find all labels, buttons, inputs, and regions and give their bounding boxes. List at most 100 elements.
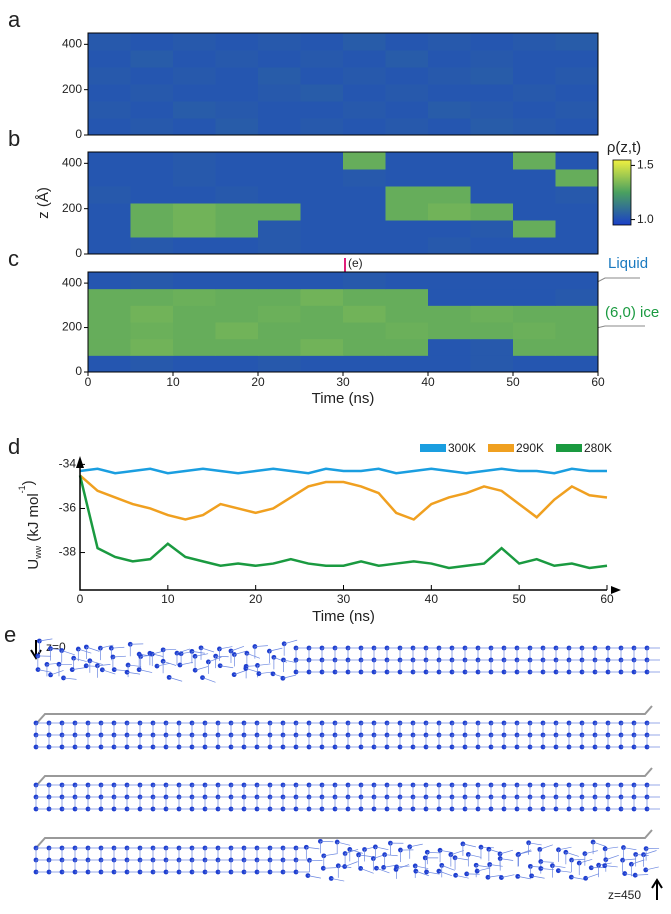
h-bond: [586, 874, 599, 878]
heat-cell: [216, 237, 259, 255]
heat-cell: [301, 152, 344, 170]
water-oxygen: [200, 675, 205, 680]
heat-cell: [88, 50, 131, 68]
heat-cell: [513, 305, 556, 322]
heat-cell: [88, 237, 131, 255]
heat-cell: [301, 289, 344, 306]
h-bond: [139, 670, 152, 673]
heat-cell: [173, 355, 216, 372]
heat-cell: [513, 322, 556, 339]
heat-cell: [556, 339, 599, 356]
water-oxygen: [643, 868, 648, 873]
y-axis-label: Uww (kJ mol-1): [17, 480, 43, 569]
heat-cell: [513, 67, 556, 85]
heat-cell: [428, 152, 471, 170]
heat-cell: [428, 339, 471, 356]
y-tick-label: 400: [62, 156, 82, 170]
y-axis-label-part: U: [25, 559, 42, 570]
heat-cell: [88, 220, 131, 238]
heat-cell: [258, 237, 301, 255]
heat-cell: [258, 203, 301, 221]
x-tick-label: 60: [600, 592, 614, 606]
heat-cell: [216, 84, 259, 102]
x-tick-label: 10: [161, 592, 175, 606]
heat-cell: [216, 220, 259, 238]
h-bond: [442, 865, 455, 870]
colorbar-tick-label: 1.0: [637, 212, 654, 226]
y-tick-label: -38: [59, 545, 77, 559]
heat-cell: [131, 272, 174, 289]
heat-cell: [131, 220, 174, 238]
h-bond: [631, 860, 644, 864]
heat-cell: [131, 203, 174, 221]
heat-cell: [471, 50, 514, 68]
x-tick-label: 50: [512, 592, 526, 606]
heat-cell: [386, 272, 429, 289]
y-tick-label: 200: [62, 82, 82, 96]
h-bond: [345, 862, 358, 867]
heat-cell: [258, 355, 301, 372]
h-bond: [283, 675, 296, 678]
heat-cell: [301, 272, 344, 289]
heat-cell: [343, 237, 386, 255]
heat-cell: [88, 33, 131, 51]
heat-cell: [513, 272, 556, 289]
heat-cell: [343, 305, 386, 322]
heat-cell: [258, 186, 301, 204]
series-line: [80, 475, 607, 568]
y-tick-label: 200: [62, 201, 82, 215]
heat-cell: [216, 67, 259, 85]
heat-cell: [301, 355, 344, 372]
heat-cell: [428, 186, 471, 204]
h-bond: [585, 851, 598, 854]
heat-cell: [88, 101, 131, 119]
heat-cell: [343, 355, 386, 372]
heat-cell: [131, 33, 174, 51]
heat-cell: [301, 237, 344, 255]
heat-cell: [216, 305, 259, 322]
heat-cell: [88, 152, 131, 170]
heat-cell: [216, 101, 259, 119]
h-bond: [247, 653, 260, 658]
heat-cell: [343, 272, 386, 289]
heat-cell: [556, 101, 599, 119]
y-axis-label-part: -1: [17, 485, 27, 493]
heat-cell: [428, 169, 471, 187]
heat-cell: [173, 67, 216, 85]
heat-cell: [428, 272, 471, 289]
heat-cell: [173, 186, 216, 204]
heat-cell: [173, 220, 216, 238]
liquid-label: Liquid: [608, 255, 648, 272]
heat-cell: [428, 118, 471, 136]
heat-cell: [556, 289, 599, 306]
y-axis-label-part: (kJ mol: [25, 493, 42, 546]
heat-cell: [216, 272, 259, 289]
y-tick-label: -34: [59, 457, 77, 471]
heat-cell: [513, 220, 556, 238]
heat-cell: [173, 305, 216, 322]
heat-cell: [471, 84, 514, 102]
heat-cell: [513, 203, 556, 221]
legend-label: 300K: [448, 441, 476, 455]
heat-cell: [301, 101, 344, 119]
heat-cell: [556, 272, 599, 289]
h-bond: [201, 648, 214, 652]
heat-cell: [471, 305, 514, 322]
heat-cell: [131, 305, 174, 322]
heat-cell: [216, 118, 259, 136]
heat-cell: [173, 101, 216, 119]
heat-cell: [471, 322, 514, 339]
heat-cell: [513, 101, 556, 119]
heat-cell: [301, 305, 344, 322]
z-bottom-arrow: [652, 880, 662, 900]
heat-cell: [301, 118, 344, 136]
heat-cell: [258, 152, 301, 170]
heat-cell: [173, 50, 216, 68]
heat-cell: [428, 84, 471, 102]
heat-cell: [513, 237, 556, 255]
heat-cell: [556, 186, 599, 204]
heat-cell: [513, 152, 556, 170]
heat-cell: [258, 101, 301, 119]
heat-cell: [556, 169, 599, 187]
heat-cell: [258, 289, 301, 306]
